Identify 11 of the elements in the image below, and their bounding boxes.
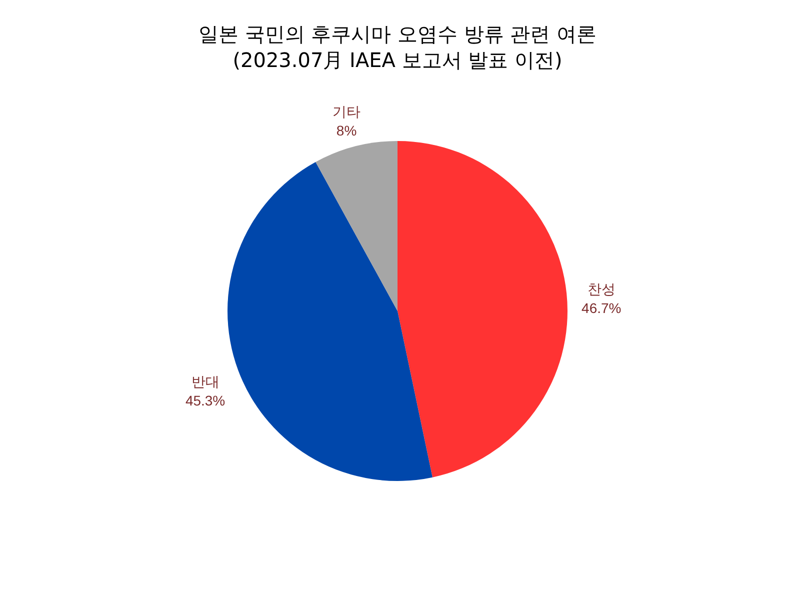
slice-label: 기타 — [332, 103, 361, 120]
pie-slice — [316, 141, 398, 311]
data-label: 8% — [336, 122, 357, 138]
pie-slice — [228, 162, 432, 481]
slice-label: 반대 — [191, 373, 220, 390]
pie-slice — [398, 141, 568, 478]
slice-label: 찬성 — [587, 280, 616, 297]
data-label: 46.7% — [582, 300, 622, 316]
data-label: 45.3% — [185, 392, 226, 408]
chart-title: 일본 국민의 후쿠시마 오염수 방류 관련 여론 — [198, 22, 597, 46]
chart-subtitle: (2023.07月 IAEA 보고서 발표 이전) — [232, 48, 562, 72]
